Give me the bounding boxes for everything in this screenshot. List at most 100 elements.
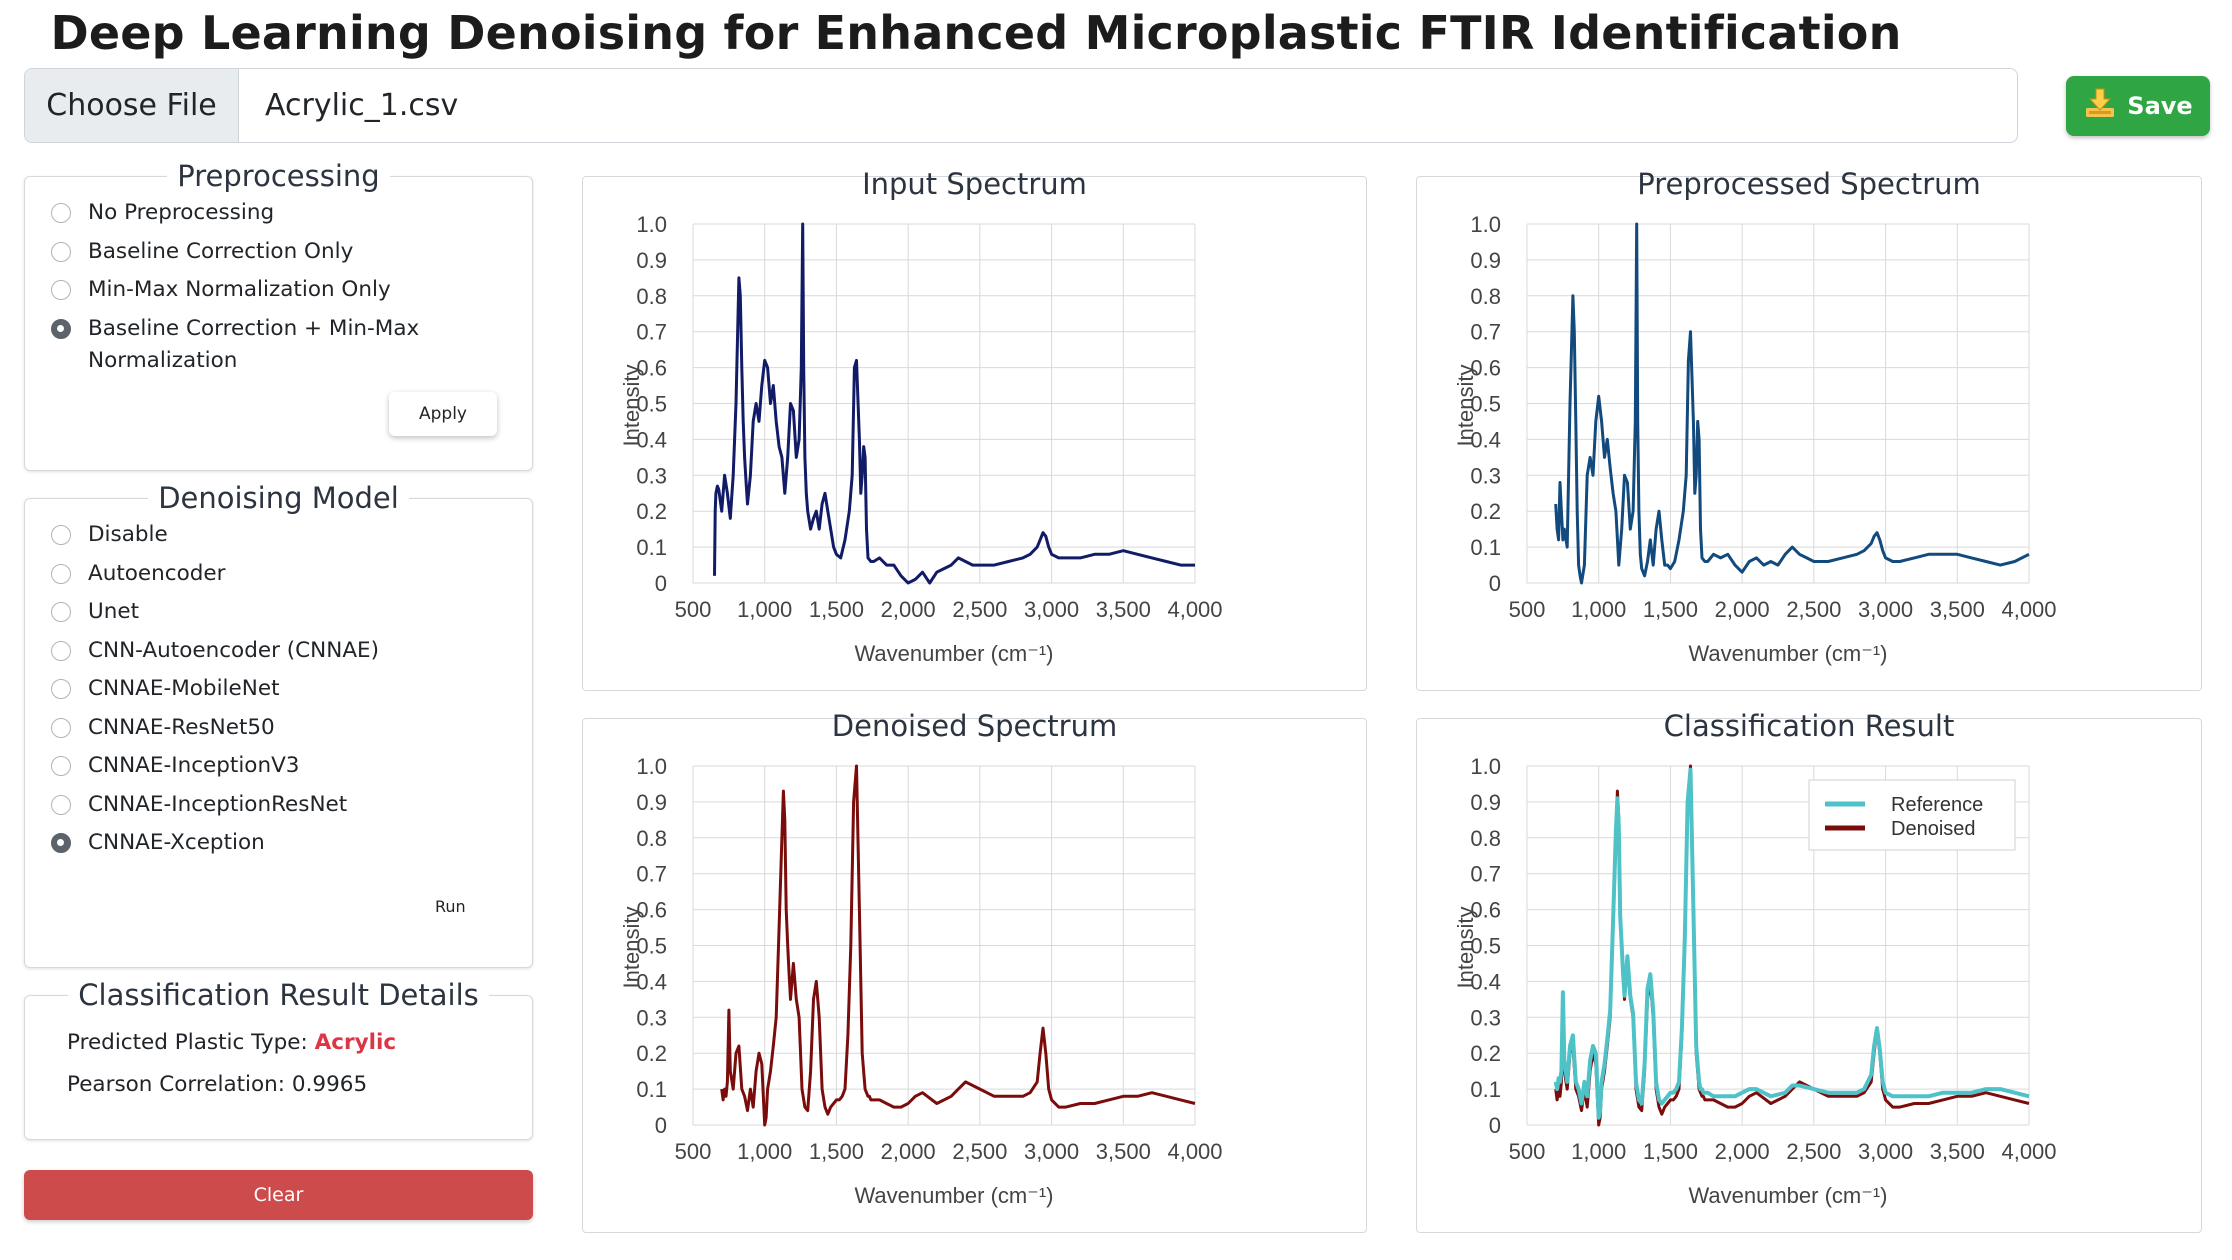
pearson-row: Pearson Correlation: 0.9965 <box>67 1064 532 1106</box>
y-axis-label: Intensity <box>619 907 644 989</box>
x-axis-label: Wavenumber (cm⁻¹) <box>854 641 1053 666</box>
preprocessing-panel: Preprocessing No Preprocessing Baseline … <box>24 159 533 471</box>
y-tick-label: 0.1 <box>1470 535 1501 560</box>
x-tick-label: 500 <box>1509 1139 1546 1164</box>
radio-button-checked[interactable] <box>51 833 71 853</box>
radio-button[interactable] <box>51 280 71 300</box>
preproc-option-none[interactable]: No Preprocessing <box>51 199 532 238</box>
run-button[interactable]: Run <box>435 897 466 916</box>
y-tick-label: 1.0 <box>1470 212 1501 237</box>
x-axis-label: Wavenumber (cm⁻¹) <box>1688 641 1887 666</box>
y-tick-label: 0.6 <box>1470 356 1501 381</box>
predicted-type-row: Predicted Plastic Type: Acrylic <box>67 1022 532 1064</box>
y-tick-label: 0.1 <box>636 1077 667 1102</box>
option-label: CNNAE-InceptionV3 <box>88 753 300 778</box>
y-tick-label: 0.8 <box>1470 826 1501 851</box>
y-tick-label: 0.9 <box>1470 248 1501 273</box>
y-tick-label: 0.5 <box>1470 392 1501 417</box>
classification-result-chart: Classification Result 500 1,000 1,500 2,000… <box>1416 709 2202 1233</box>
radio-button[interactable] <box>51 203 71 223</box>
model-option-disable[interactable]: Disable <box>51 521 532 560</box>
x-tick-label: 2,500 <box>1786 597 1841 622</box>
denoising-panel: Denoising Model Disable Autoencoder Unet… <box>24 481 533 968</box>
y-tick-label: 0.4 <box>636 969 667 994</box>
denoising-title: Denoising Model <box>148 481 409 515</box>
y-tick-label: 0.9 <box>1470 790 1501 815</box>
y-axis-label: Intensity <box>619 365 644 447</box>
y-tick-label: 0.2 <box>636 1041 667 1066</box>
chart-svg: 500 1,000 1,500 2,000 2,500 3,000 3,500 4,000 0 0… <box>1453 754 2057 1208</box>
x-tick-label: 4,000 <box>1167 1139 1222 1164</box>
model-option-cnnae[interactable]: CNN-Autoencoder (CNNAE) <box>51 637 532 676</box>
y-tick-label: 0.3 <box>1470 1005 1501 1030</box>
preproc-option-minmax[interactable]: Min-Max Normalization Only <box>51 276 532 315</box>
file-input[interactable]: Choose File Acrylic_1.csv <box>24 68 2018 143</box>
input-spectrum-chart: Input Spectrum 500 1,000 1,500 2,000 2,500 3,… <box>582 167 1367 691</box>
x-tick-label: 1,500 <box>809 597 864 622</box>
y-tick-label: 1.0 <box>636 754 667 779</box>
option-label: Min-Max Normalization Only <box>88 277 391 302</box>
series-line <box>720 764 1196 1127</box>
x-tick-label: 4,000 <box>2001 597 2056 622</box>
option-label: CNNAE-ResNet50 <box>88 714 275 740</box>
x-tick-label: 3,500 <box>1930 597 1985 622</box>
x-tick-label: 4,000 <box>2001 1139 2056 1164</box>
x-tick-label: 1,000 <box>737 597 792 622</box>
y-tick-label: 0.8 <box>636 826 667 851</box>
option-label: Disable <box>88 522 168 547</box>
model-option-unet[interactable]: Unet <box>51 598 532 637</box>
y-tick-label: 0.5 <box>1470 934 1501 959</box>
x-tick-label: 2,000 <box>1715 1139 1770 1164</box>
y-tick-label: 0.4 <box>636 427 667 452</box>
option-label: CNNAE-InceptionResNet <box>88 791 348 817</box>
details-title: Classification Result Details <box>68 978 489 1012</box>
y-tick-label: 0.5 <box>636 392 667 417</box>
y-tick-label: 0 <box>1489 571 1501 596</box>
page-title: Deep Learning Denoising for Enhanced Mic… <box>50 6 1902 60</box>
predicted-type-value: Acrylic <box>314 1030 397 1055</box>
chart-title: Classification Result <box>1663 709 1955 743</box>
radio-button[interactable] <box>51 679 71 699</box>
radio-button[interactable] <box>51 756 71 776</box>
legend-label-reference: Reference <box>1891 794 1983 816</box>
apply-button[interactable]: Apply <box>389 392 497 436</box>
model-option-cnnae-mobilenet[interactable]: CNNAE-MobileNet <box>51 675 532 714</box>
x-tick-label: 2,500 <box>952 1139 1007 1164</box>
x-tick-label: 1,000 <box>737 1139 792 1164</box>
radio-button-checked[interactable] <box>51 318 71 339</box>
details-panel: Classification Result Details Predicted … <box>24 978 533 1140</box>
model-option-cnnae-resnet50[interactable]: CNNAE-ResNet50 <box>51 714 532 753</box>
x-tick-label: 4,000 <box>1167 597 1222 622</box>
save-button[interactable]: Save <box>2066 76 2210 136</box>
option-label: Autoencoder <box>88 560 226 586</box>
radio-button[interactable] <box>51 794 71 815</box>
preproc-option-baseline[interactable]: Baseline Correction Only <box>51 238 532 277</box>
series-line <box>1554 222 2030 585</box>
radio-button[interactable] <box>51 717 71 738</box>
clear-button[interactable]: Clear <box>24 1170 533 1220</box>
download-icon <box>2083 86 2117 126</box>
chart-svg: 500 1,000 1,500 2,000 2,500 3,000 3,500 4,000 0 0… <box>619 212 1223 666</box>
model-option-cnnae-inceptionresnet[interactable]: CNNAE-InceptionResNet <box>51 791 532 830</box>
option-label: Unet <box>88 599 140 624</box>
radio-button[interactable] <box>51 640 71 661</box>
radio-button[interactable] <box>51 241 71 262</box>
x-tick-label: 1,000 <box>1571 1139 1626 1164</box>
y-tick-label: 0.6 <box>1470 898 1501 923</box>
y-tick-label: 0.9 <box>636 790 667 815</box>
option-label: CNN-Autoencoder (CNNAE) <box>88 637 380 663</box>
radio-button[interactable] <box>51 602 71 622</box>
radio-button[interactable] <box>51 525 71 545</box>
y-tick-label: 0.7 <box>636 862 667 887</box>
preprocessed-spectrum-chart: Preprocessed Spectrum 500 1,000 1,500 2,000… <box>1416 167 2202 691</box>
legend-label-denoised: Denoised <box>1891 818 1976 840</box>
model-option-autoencoder[interactable]: Autoencoder <box>51 560 532 599</box>
radio-button[interactable] <box>51 563 71 584</box>
choose-file-button[interactable]: Choose File <box>25 69 239 142</box>
preproc-option-baseline-minmax[interactable]: Baseline Correction + Min-Max Normalizat… <box>51 315 532 379</box>
predicted-type-label: Predicted Plastic Type: <box>67 1030 308 1055</box>
model-option-cnnae-xception[interactable]: CNNAE-Xception <box>51 829 532 868</box>
x-tick-label: 1,500 <box>809 1139 864 1164</box>
model-option-cnnae-inceptionv3[interactable]: CNNAE-InceptionV3 <box>51 752 532 791</box>
